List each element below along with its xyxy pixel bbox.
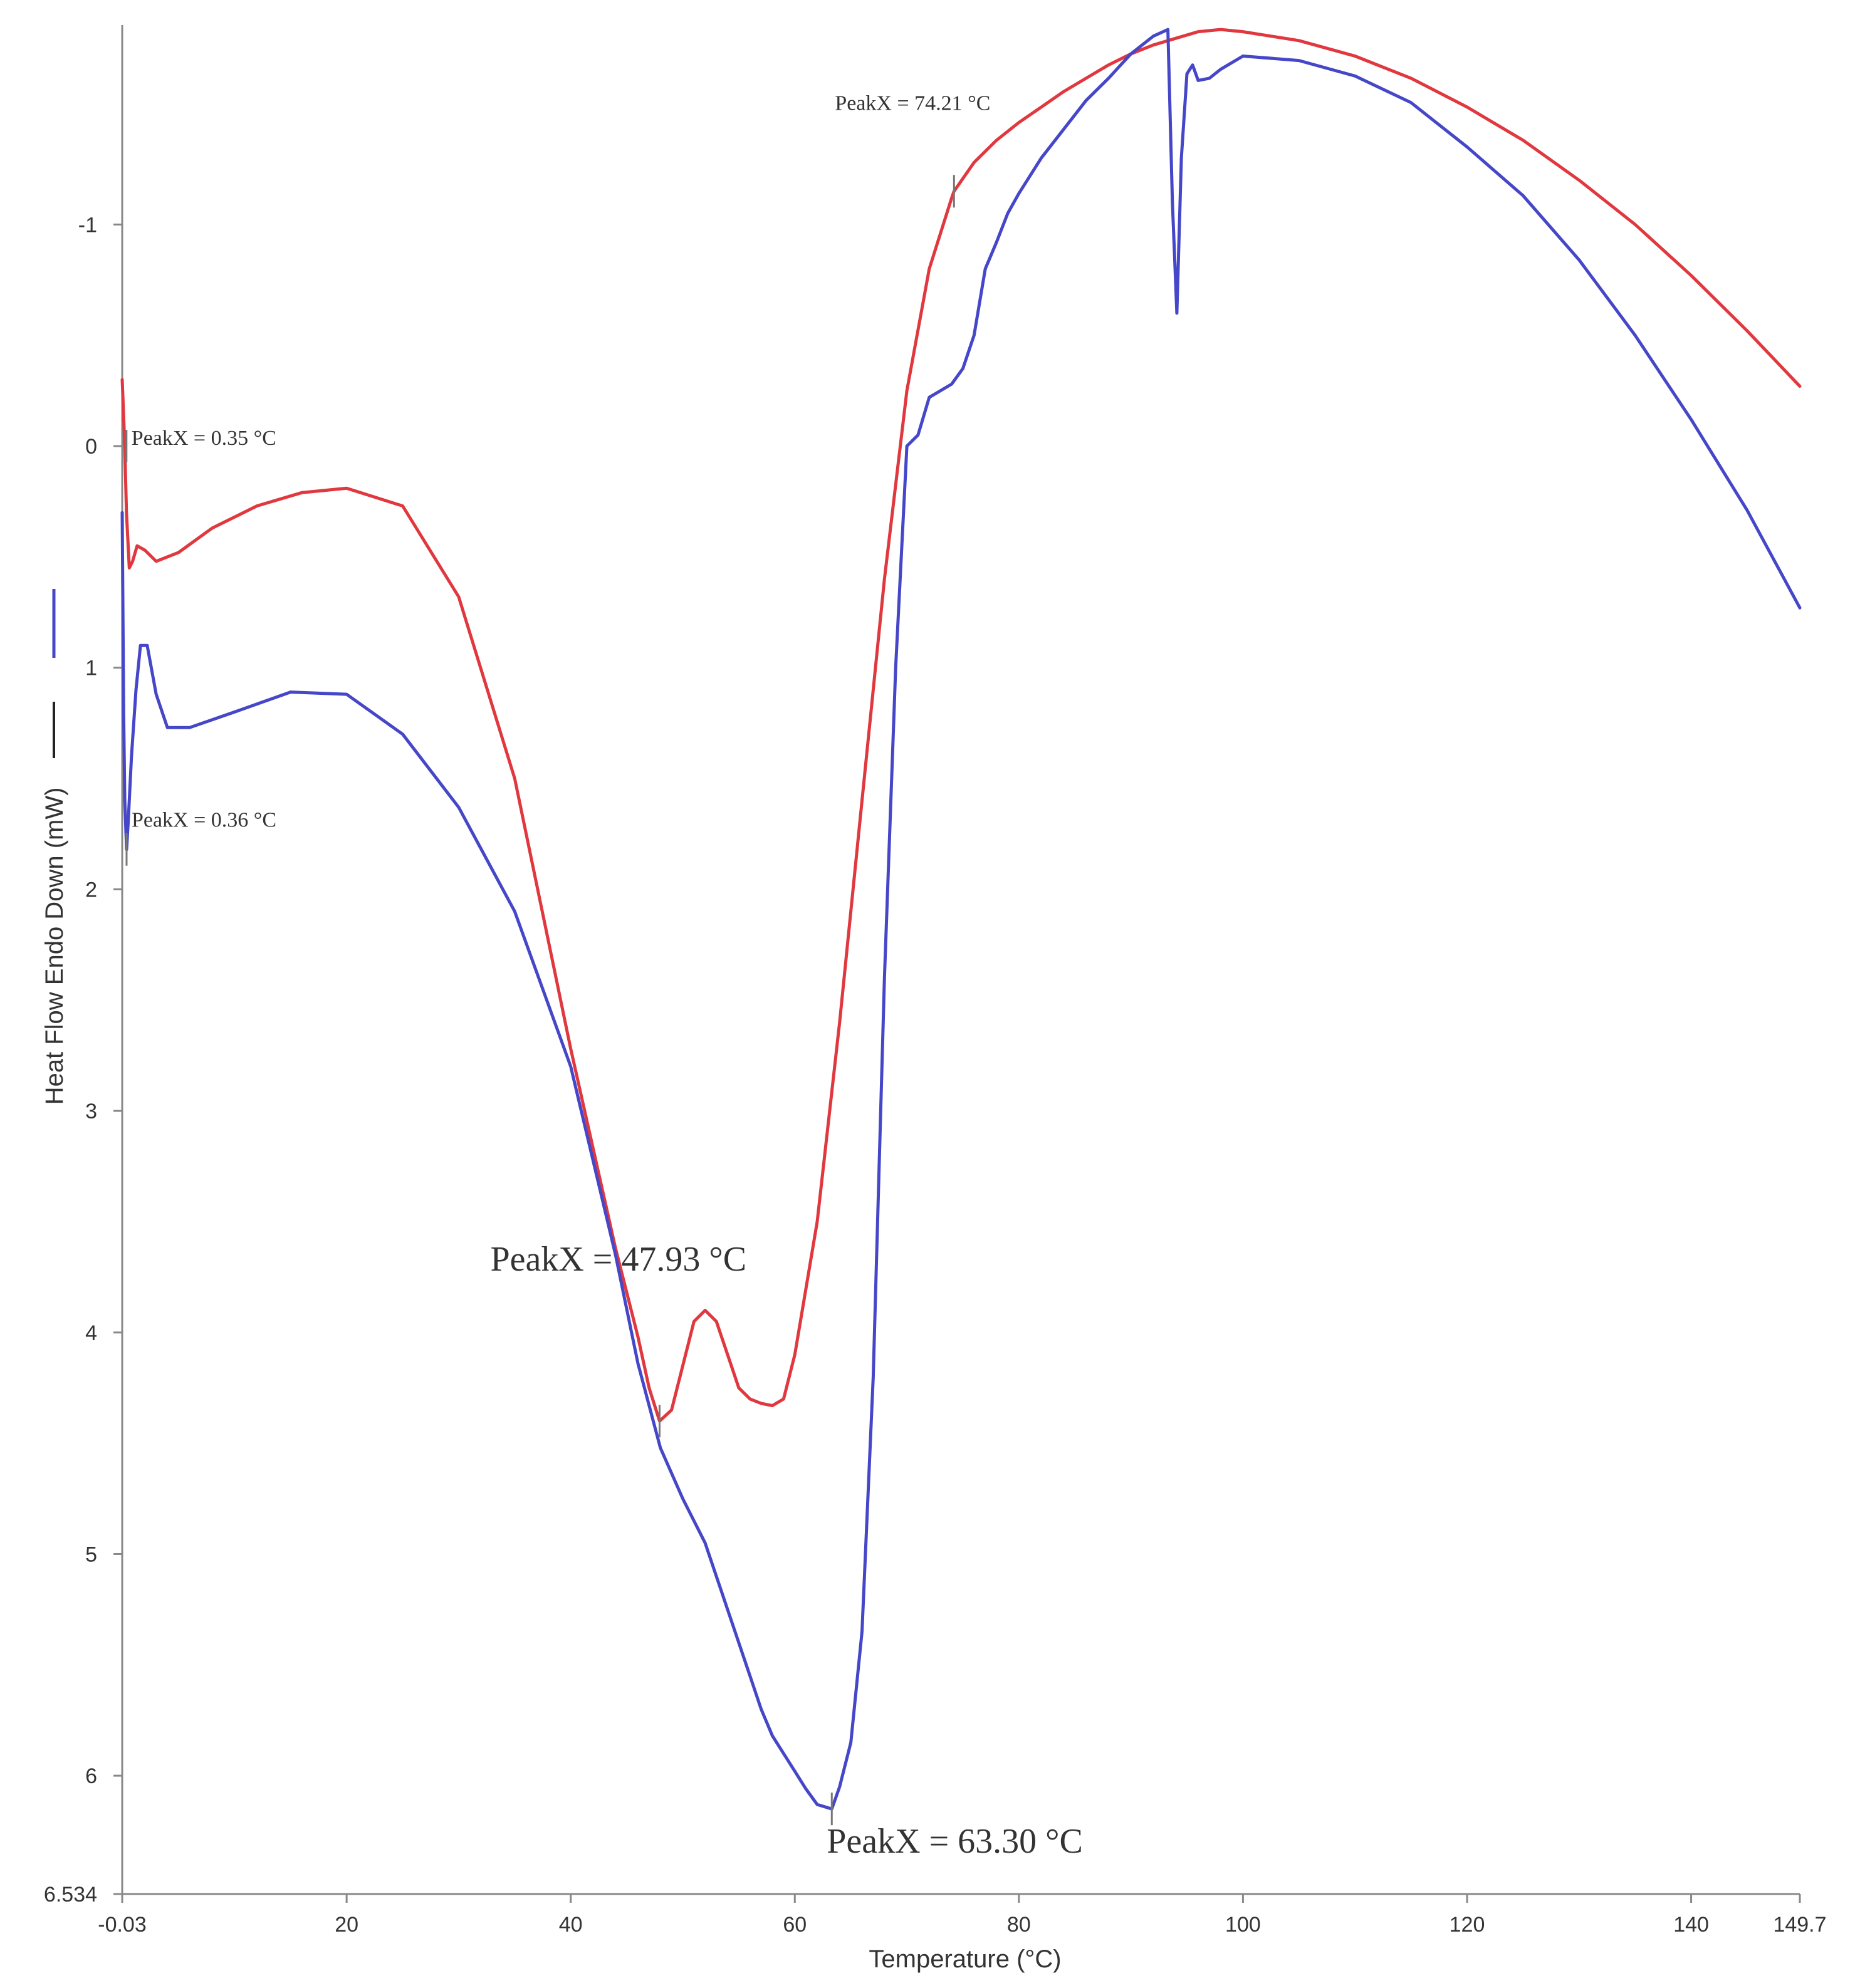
y-axis-title: Heat Flow Endo Down (mW) xyxy=(41,788,68,1105)
y-tick-label: 2 xyxy=(85,878,97,902)
peak-annotation: PeakX = 0.36 °C xyxy=(132,809,276,832)
x-ticks: -0.03 20 40 60 80 100 120 140 149.7 xyxy=(98,1894,1827,1937)
x-tick-label: 100 xyxy=(1225,1913,1261,1937)
axes xyxy=(121,25,1800,1895)
x-tick-label: -0.03 xyxy=(98,1913,147,1937)
x-tick-label: 40 xyxy=(559,1913,583,1937)
x-tick-label: 149.7 xyxy=(1773,1913,1826,1937)
x-axis-title: Temperature (°C) xyxy=(869,1945,1061,1973)
peak-annotation: PeakX = 63.30 °C xyxy=(827,1822,1083,1861)
x-tick-label: 80 xyxy=(1007,1913,1031,1937)
y-tick-label: 6.534 xyxy=(44,1883,97,1907)
x-tick-label: 140 xyxy=(1673,1913,1709,1937)
y-tick-label: -1 xyxy=(78,213,97,237)
x-tick-label: 60 xyxy=(783,1913,807,1937)
series-layer xyxy=(120,28,1802,1811)
y-tick-label: 3 xyxy=(85,1100,97,1123)
peak-annotation: PeakX = 74.21 °C xyxy=(835,91,990,115)
y-tick-label: 5 xyxy=(85,1543,97,1566)
x-tick-label: 120 xyxy=(1450,1913,1485,1937)
series-line-blue xyxy=(120,28,1802,1811)
y-tick-label: 1 xyxy=(85,657,97,680)
series-line-red xyxy=(120,28,1802,1423)
peak-annotation: PeakX = 0.35 °C xyxy=(132,427,276,450)
y-ticks: -1 0 1 2 3 4 5 6 6.534 xyxy=(44,213,122,1907)
y-tick-label: 4 xyxy=(85,1321,97,1345)
y-tick-label: 0 xyxy=(85,435,97,459)
annotation-layer: PeakX = 0.35 °C PeakX = 0.36 °C PeakX = 74… xyxy=(125,91,1083,1861)
y-tick-label: 6 xyxy=(85,1764,97,1788)
x-tick-label: 20 xyxy=(335,1913,358,1937)
peak-annotation: PeakX = 47.93 °C xyxy=(490,1240,746,1279)
